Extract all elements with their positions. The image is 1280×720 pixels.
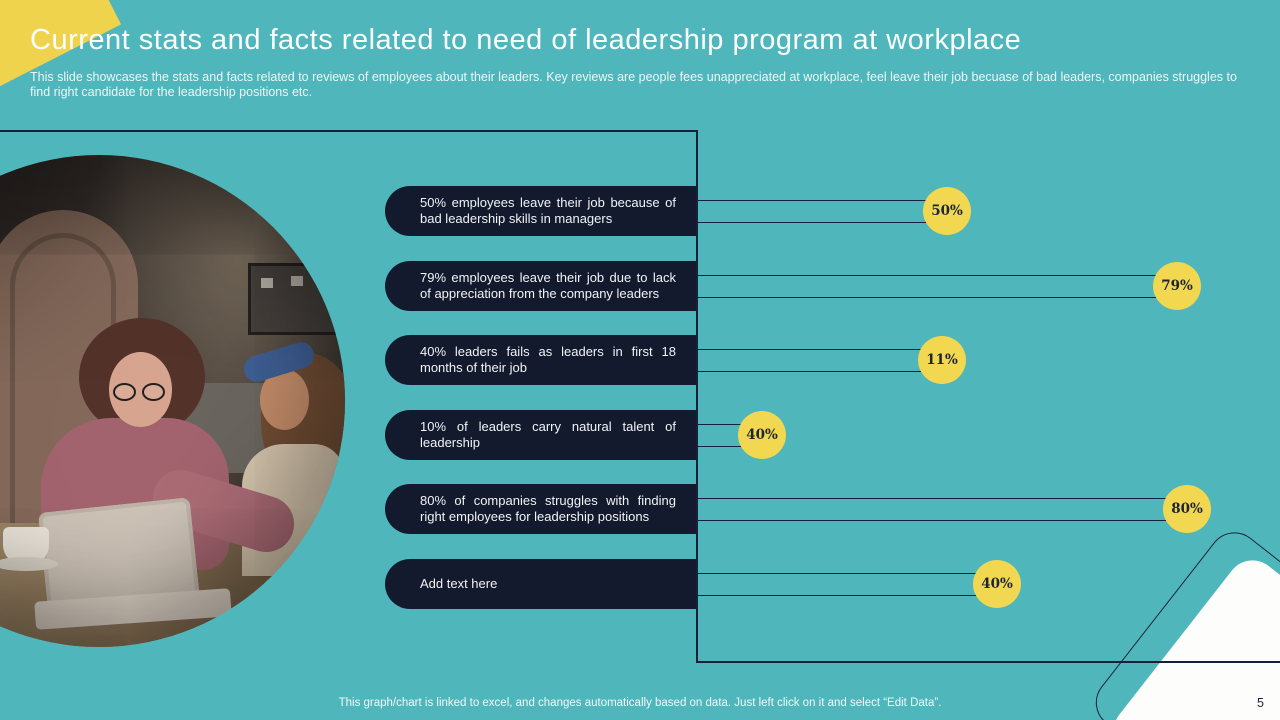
photo-glasses-right-lens — [142, 383, 165, 401]
stat-bar-label: 79% employees leave their job due to lac… — [420, 269, 676, 302]
connector-line-bottom — [697, 371, 942, 373]
stat-row: Add text here 40% — [0, 559, 1280, 609]
value-bubble: 80% — [1163, 485, 1211, 533]
connector-line-top — [697, 498, 1187, 500]
value-label: 80% — [1171, 501, 1203, 517]
connector-line-bottom — [697, 297, 1177, 299]
stat-row: 10% of leaders carry natural talent of l… — [0, 410, 1280, 460]
stat-bar: 79% employees leave their job due to lac… — [385, 261, 697, 311]
footer-note: This graph/chart is linked to excel, and… — [338, 697, 942, 709]
stat-bar: Add text here — [385, 559, 697, 609]
stat-bar: 40% leaders fails as leaders in first 18… — [385, 335, 697, 385]
value-label: 79% — [1161, 278, 1193, 294]
photo-saucer — [0, 557, 58, 571]
value-label: 40% — [746, 427, 778, 443]
connector-line-top — [697, 200, 947, 202]
value-bubble: 79% — [1153, 262, 1201, 310]
photo-glasses-left-lens — [113, 383, 136, 401]
connector-line-top — [697, 349, 942, 351]
value-label: 50% — [931, 203, 963, 219]
connector-line-bottom — [697, 222, 947, 224]
value-label: 40% — [981, 576, 1013, 592]
page-number: 5 — [1257, 696, 1264, 710]
stat-row: 50% employees leave their job because of… — [0, 186, 1280, 236]
page-subtitle: This slide showcases the stats and facts… — [30, 70, 1237, 99]
stat-bar-label: 10% of leaders carry natural talent of l… — [420, 418, 676, 451]
value-bubble: 50% — [923, 187, 971, 235]
team-photo — [0, 155, 345, 647]
connector-line-bottom — [697, 446, 762, 448]
stat-bar-label: 40% leaders fails as leaders in first 18… — [420, 343, 676, 376]
page-title: Current stats and facts related to need … — [30, 24, 1022, 56]
connector-line-bottom — [697, 595, 997, 597]
stat-row: 80% of companies struggles with finding … — [0, 484, 1280, 534]
connector-line-top — [697, 275, 1177, 277]
stat-bar: 10% of leaders carry natural talent of l… — [385, 410, 697, 460]
connector-line-bottom — [697, 520, 1187, 522]
value-bubble: 40% — [738, 411, 786, 459]
value-bubble: 11% — [918, 336, 966, 384]
chart-top-rule — [0, 130, 697, 132]
leadership-stats-chart[interactable]: 50% employees leave their job because of… — [0, 130, 1280, 662]
stat-bar-label: 80% of companies struggles with finding … — [420, 492, 676, 525]
stat-bar: 80% of companies struggles with finding … — [385, 484, 697, 534]
stat-bar: 50% employees leave their job because of… — [385, 186, 697, 236]
value-label: 11% — [926, 352, 958, 368]
photo-picture-frame — [248, 263, 338, 335]
chart-axis-line — [696, 130, 698, 662]
stat-row: 40% leaders fails as leaders in first 18… — [0, 335, 1280, 385]
connector-line-top — [697, 424, 762, 426]
photo-woman2-face — [260, 369, 309, 430]
chart-bottom-rule — [696, 661, 1280, 663]
stat-bar-label: Add text here — [420, 575, 498, 591]
connector-line-top — [697, 573, 997, 575]
value-bubble: 40% — [973, 560, 1021, 608]
stat-bar-label: 50% employees leave their job because of… — [420, 194, 676, 227]
stat-row: 79% employees leave their job due to lac… — [0, 261, 1280, 311]
